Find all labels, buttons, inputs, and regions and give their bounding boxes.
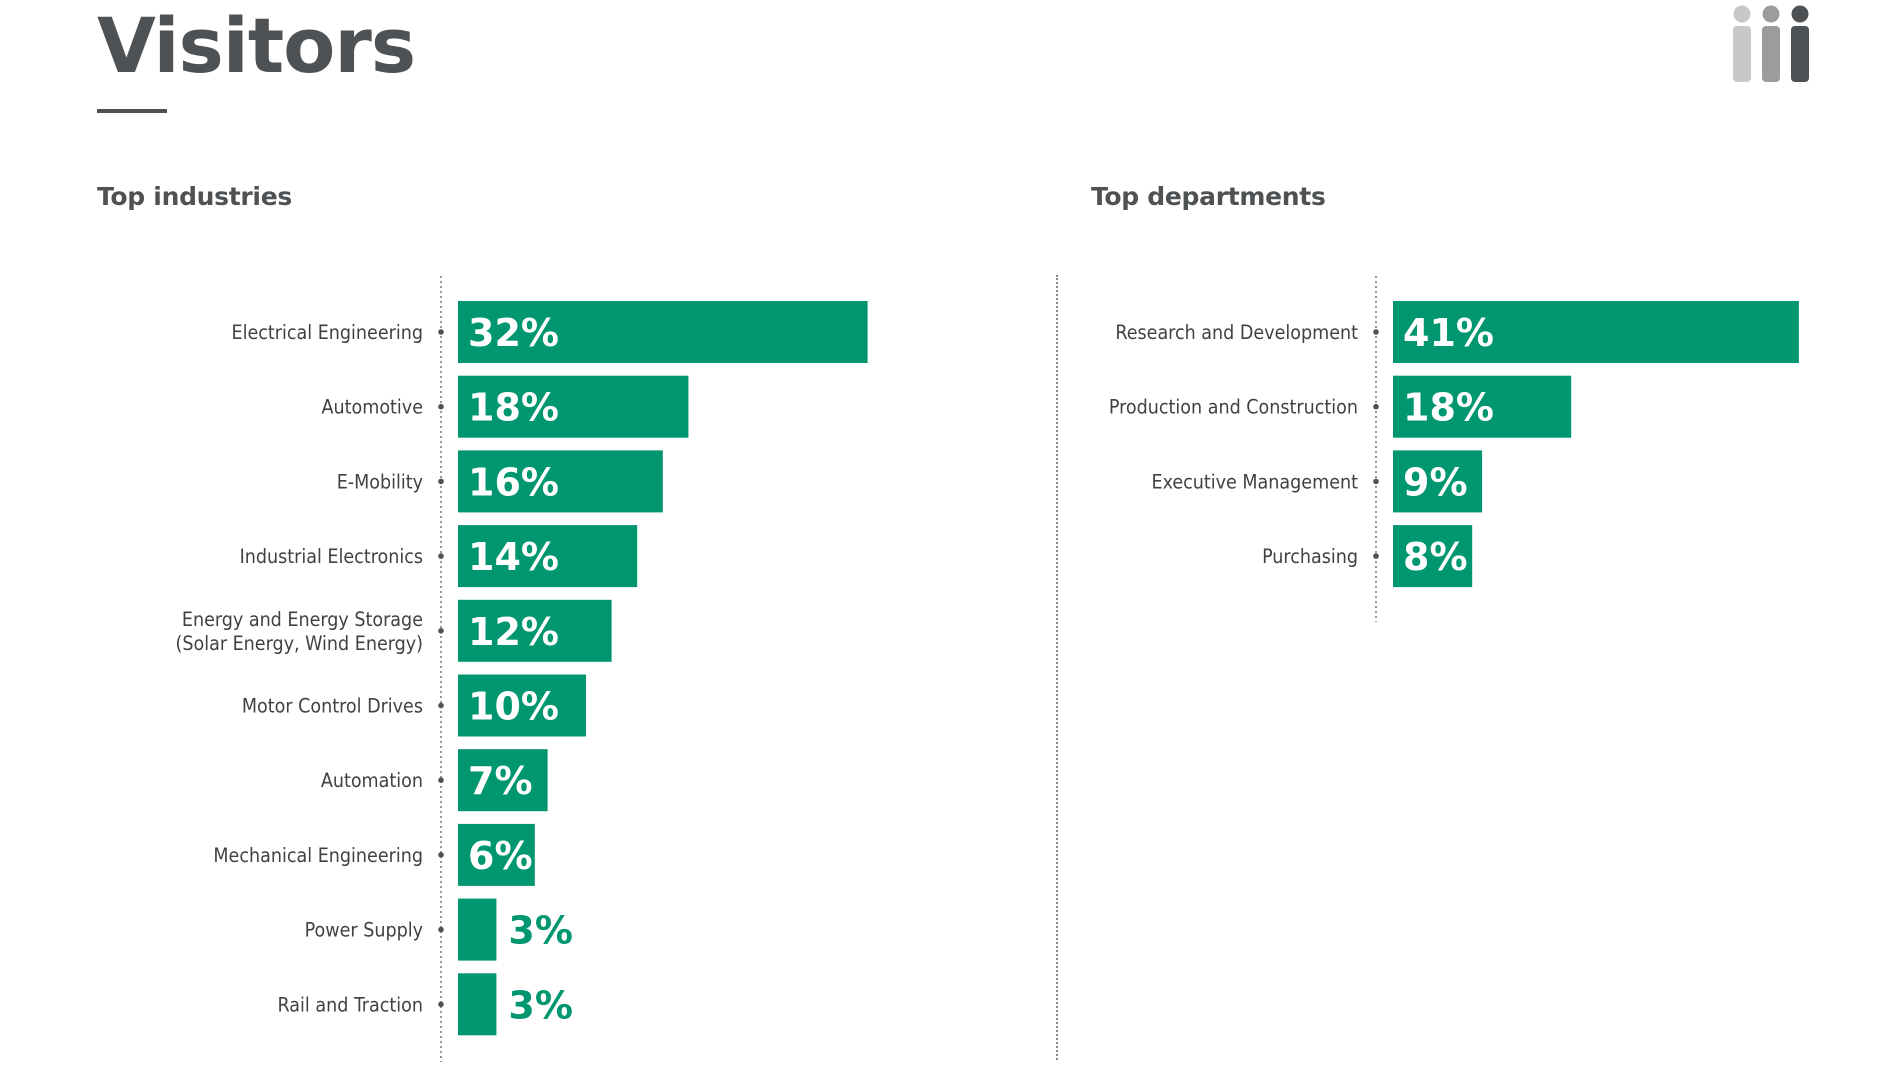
industries-tick-dot (438, 777, 444, 783)
departments-bar (1393, 450, 1483, 513)
departments-category-label: Production and Construction (1109, 396, 1358, 419)
departments-tick-dot (1373, 478, 1379, 485)
people-icon (1730, 4, 1812, 89)
industries-category-label: Rail and Traction (278, 993, 423, 1016)
departments-value-label: 8% (1403, 535, 1468, 579)
industries-value-label: 18% (468, 386, 559, 430)
departments-bar (1393, 301, 1799, 363)
industries-tick-dot (438, 926, 444, 933)
industries-bar (458, 450, 663, 513)
title-underline (97, 109, 167, 113)
departments-bar (1393, 375, 1572, 438)
industries-value-label: 3% (508, 909, 573, 953)
industries-value-label: 3% (508, 983, 573, 1027)
industries-tick-dot (438, 478, 444, 485)
departments-category-label: Executive Management (1151, 470, 1358, 493)
departments-value-label: 9% (1403, 460, 1468, 504)
departments-bar (1393, 525, 1473, 588)
departments-tick-dot (1373, 553, 1379, 559)
industries-category-label: E-Mobility (337, 470, 423, 493)
departments-value-label: 41% (1403, 311, 1494, 355)
industries-tick-dot (438, 852, 444, 858)
industries-category-label: Energy and Energy Storage (Solar Energy, … (175, 608, 423, 655)
departments-chart-title: Top departments (1091, 182, 1326, 211)
industries-tick-dot (438, 403, 444, 410)
industries-tick-dot (438, 702, 444, 709)
industries-tick-dot (438, 553, 444, 559)
industries-bar (458, 973, 497, 1036)
industries-value-label: 16% (468, 460, 559, 504)
industries-category-label: Mechanical Engineering (213, 844, 423, 867)
industries-bar (458, 823, 535, 886)
industries-value-label: 12% (468, 610, 559, 654)
departments-category-label: Research and Development (1115, 321, 1358, 344)
industries-category-label: Automotive (322, 396, 423, 419)
industries-bar (458, 375, 689, 438)
industries-tick-dot (438, 1001, 444, 1008)
industries-value-label: 6% (468, 834, 533, 878)
industries-category-label: Industrial Electronics (240, 545, 423, 568)
industries-chart-title: Top industries (97, 182, 292, 211)
industries-category-label: Electrical Engineering (232, 321, 423, 344)
departments-category-label: Purchasing (1262, 545, 1358, 568)
industries-value-label: 7% (468, 759, 533, 803)
industries-value-label: 10% (468, 685, 559, 729)
section-divider (1056, 275, 1058, 1060)
industries-category-label: Automation (321, 769, 423, 792)
industries-bar (458, 898, 497, 961)
industries-value-label: 14% (468, 535, 559, 579)
industries-value-label: 32% (468, 311, 559, 355)
industries-bar (458, 525, 638, 588)
departments-tick-dot (1373, 403, 1379, 410)
industries-category-label: Power Supply (305, 919, 423, 942)
industries-tick-dot (438, 329, 444, 335)
industries-bar (458, 301, 868, 363)
industries-bar (458, 674, 586, 737)
industries-bar (458, 599, 612, 662)
page-title: Visitors (97, 1, 416, 90)
industries-bar (458, 749, 548, 812)
industries-tick-dot (438, 628, 444, 634)
departments-tick-dot (1373, 329, 1379, 335)
departments-value-label: 18% (1403, 386, 1494, 430)
industries-category-label: Motor Control Drives (242, 695, 423, 718)
